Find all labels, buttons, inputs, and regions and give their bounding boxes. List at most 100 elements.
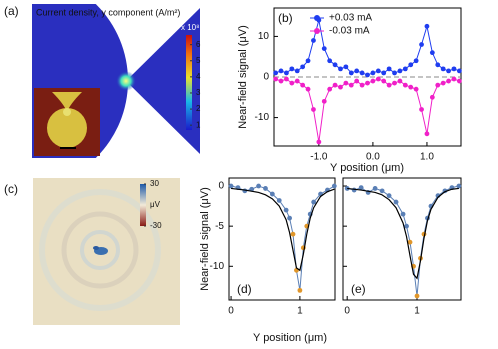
data-point bbox=[338, 66, 343, 72]
data-point bbox=[386, 66, 392, 72]
panel-label: (e) bbox=[351, 282, 366, 296]
data-point bbox=[300, 82, 306, 88]
data-point bbox=[331, 183, 337, 189]
data-point bbox=[429, 50, 435, 56]
data-point bbox=[332, 62, 338, 68]
data-point bbox=[370, 70, 376, 76]
data-point bbox=[365, 80, 370, 86]
data-point bbox=[379, 188, 385, 194]
colorbar-tick-label: -30 bbox=[150, 221, 162, 230]
measurement-image bbox=[33, 178, 180, 325]
series-line bbox=[347, 187, 459, 280]
data-point bbox=[354, 68, 360, 74]
data-point bbox=[311, 38, 316, 43]
colorbar-unit: μV bbox=[150, 200, 161, 209]
data-point bbox=[386, 82, 392, 88]
data-point bbox=[273, 76, 279, 82]
colorbar-tick-label: 4 bbox=[196, 72, 201, 81]
data-point bbox=[294, 68, 300, 74]
series-line bbox=[347, 185, 460, 297]
data-point bbox=[263, 186, 268, 191]
data-point bbox=[289, 80, 295, 86]
colorbar-tick-label: 6 bbox=[196, 40, 201, 49]
data-point bbox=[278, 78, 284, 84]
data-point bbox=[327, 86, 333, 92]
data-point bbox=[402, 82, 408, 88]
data-point bbox=[359, 70, 365, 76]
colorbar-tick-label: 2 bbox=[196, 104, 201, 113]
y-axis-label: Near-field signal (μV) bbox=[199, 187, 211, 291]
data-point bbox=[338, 84, 343, 90]
legend-label: -0.03 mA bbox=[329, 26, 370, 37]
data-point bbox=[429, 94, 435, 100]
colorbar bbox=[186, 35, 192, 130]
data-point bbox=[370, 78, 376, 84]
series-line bbox=[275, 78, 460, 143]
data-point bbox=[297, 287, 303, 293]
data-point bbox=[440, 80, 446, 86]
data-point bbox=[256, 183, 261, 189]
colorbar bbox=[140, 184, 146, 226]
axis-label: y bbox=[150, 25, 155, 36]
data-point bbox=[359, 82, 365, 88]
data-point bbox=[316, 139, 322, 145]
x-tick-label: 0 bbox=[344, 306, 350, 317]
data-point bbox=[456, 78, 462, 84]
data-point bbox=[228, 183, 234, 189]
data-point bbox=[408, 62, 414, 68]
data-point bbox=[294, 78, 300, 84]
legend-label: +0.03 mA bbox=[329, 13, 372, 24]
x-tick-label: 1 bbox=[414, 306, 420, 317]
data-point bbox=[446, 78, 451, 84]
data-point bbox=[305, 58, 311, 64]
data-point bbox=[440, 66, 446, 72]
x-tick-label: 1 bbox=[297, 306, 303, 317]
data-point bbox=[358, 185, 364, 191]
data-point bbox=[284, 70, 289, 76]
data-point bbox=[397, 78, 403, 84]
data-point bbox=[375, 68, 381, 74]
data-point bbox=[372, 186, 378, 191]
data-point bbox=[321, 46, 327, 51]
legend-marker bbox=[314, 28, 320, 34]
data-point bbox=[456, 183, 462, 189]
data-point bbox=[451, 66, 457, 72]
x-axis-label: Y position (μm) bbox=[253, 332, 327, 344]
data-point bbox=[392, 70, 397, 76]
panel-label: (a) bbox=[4, 4, 19, 18]
data-point bbox=[407, 239, 413, 245]
y-tick-label: 0 bbox=[263, 72, 269, 83]
data-point bbox=[424, 23, 430, 29]
y-axis-label: Near-field signal (μV) bbox=[237, 25, 249, 129]
data-point bbox=[365, 72, 370, 78]
data-point bbox=[392, 80, 397, 86]
series-line bbox=[230, 187, 335, 272]
colorbar-unit: x 10⁸ bbox=[181, 23, 200, 32]
data-point bbox=[419, 42, 424, 47]
data-point bbox=[289, 66, 295, 72]
data-point bbox=[300, 64, 306, 70]
data-point bbox=[287, 215, 292, 221]
x-tick-label: 0 bbox=[228, 306, 234, 317]
data-point bbox=[354, 78, 360, 84]
legend-marker bbox=[314, 15, 320, 21]
y-tick-label: -10 bbox=[210, 261, 225, 272]
data-point bbox=[348, 70, 354, 76]
data-point bbox=[269, 191, 275, 197]
plot-frame bbox=[342, 177, 462, 301]
data-point bbox=[408, 84, 414, 90]
colorbar-tick-label: 3 bbox=[196, 88, 201, 97]
data-point bbox=[273, 70, 279, 76]
colorbar-tick-label: 5 bbox=[196, 56, 201, 65]
data-point bbox=[400, 211, 406, 217]
data-point bbox=[332, 82, 338, 88]
axis-label: x bbox=[139, 45, 144, 56]
data-point bbox=[343, 64, 349, 70]
data-point bbox=[290, 231, 296, 237]
data-point bbox=[348, 82, 354, 88]
data-point bbox=[435, 82, 441, 88]
panel-label: (c) bbox=[4, 182, 18, 196]
data-point bbox=[327, 58, 333, 64]
data-point bbox=[351, 187, 357, 193]
